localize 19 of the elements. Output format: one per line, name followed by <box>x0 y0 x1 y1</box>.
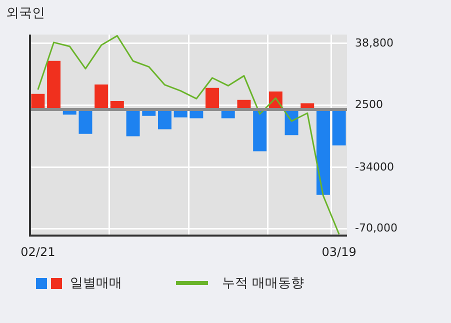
y-tick-label: 2500 <box>355 98 383 112</box>
bar <box>94 84 108 110</box>
bar <box>332 110 346 146</box>
y-tick-label: 38,800 <box>355 36 394 50</box>
bar <box>206 88 220 110</box>
x-tick-label: 03/19 <box>322 244 356 259</box>
y-tick-label: -70,000 <box>355 222 398 235</box>
bar <box>253 110 267 152</box>
chart-title: 외국인 <box>6 5 45 22</box>
bar <box>158 110 172 130</box>
legend-label: 일별매매 <box>70 275 122 292</box>
bar <box>31 94 45 110</box>
bar <box>47 60 61 110</box>
legend-label: 누적 매매동향 <box>222 275 304 292</box>
y-tick-label: -34000 <box>355 160 394 174</box>
bar <box>316 110 330 195</box>
bar <box>78 110 92 134</box>
bar <box>126 110 140 136</box>
x-tick-label: 02/21 <box>20 244 56 259</box>
